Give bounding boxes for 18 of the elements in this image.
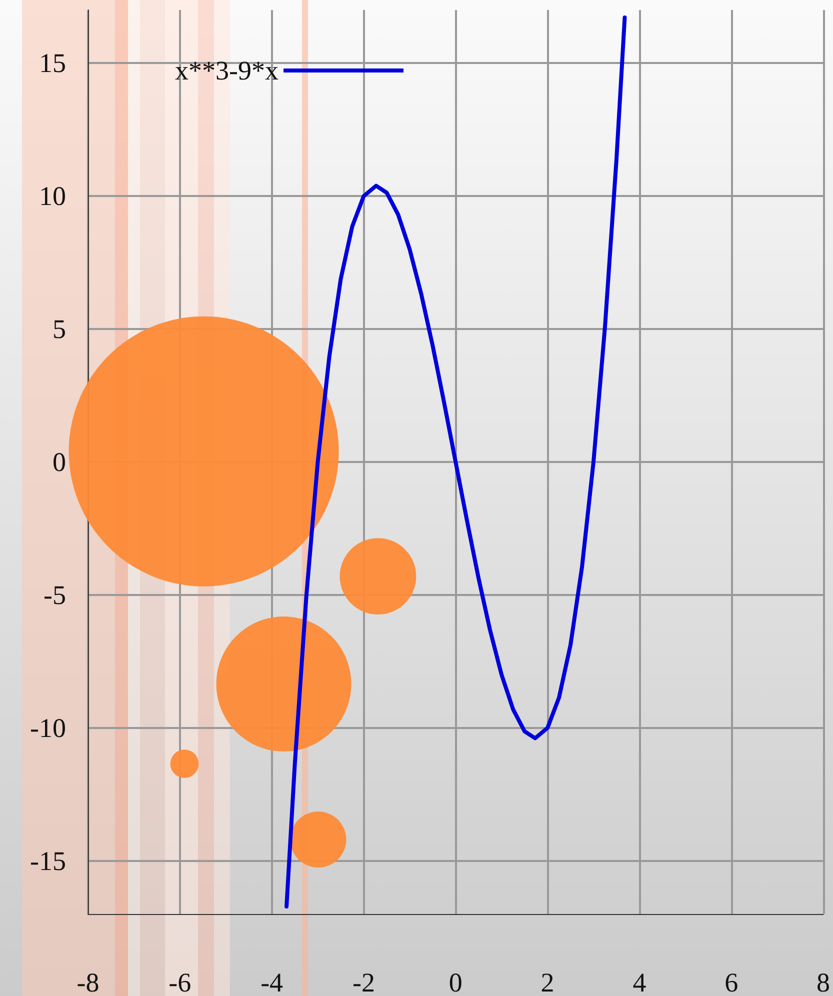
y-tick-label: -5 [44, 580, 66, 610]
x-tick-label: -4 [260, 968, 284, 996]
x-tick-label: -6 [168, 968, 192, 996]
y-tick-label: -10 [30, 712, 66, 743]
x-tick-label: 6 [724, 968, 738, 996]
y-tick-label: 0 [52, 447, 66, 477]
legend-label: x**3-9*x [174, 56, 279, 86]
y-tick-label: 15 [39, 48, 66, 78]
x-tick-label: -2 [352, 968, 375, 996]
y-tick-label: 5 [52, 314, 66, 344]
x-tick-label: 8 [816, 968, 830, 996]
y-tick-label: -15 [30, 846, 66, 876]
x-tick-label: 0 [448, 968, 462, 996]
y-tick-label: 10 [39, 181, 66, 212]
x-tick-label: 4 [632, 968, 647, 996]
x-tick-label: 2 [540, 968, 554, 996]
line-series [284, 15, 627, 909]
x-tick-label: -8 [76, 968, 100, 996]
